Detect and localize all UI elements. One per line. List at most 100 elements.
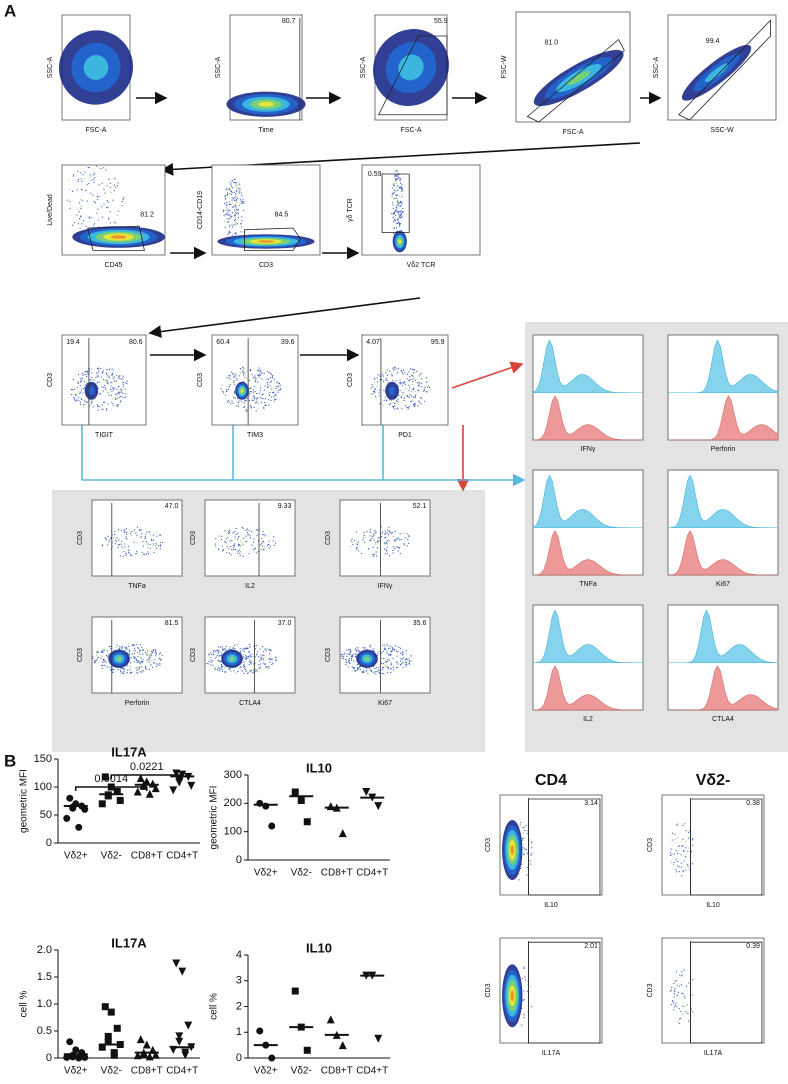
event <box>353 660 355 662</box>
event <box>370 669 372 672</box>
event <box>244 372 246 375</box>
event <box>112 668 114 670</box>
event <box>692 994 694 996</box>
event <box>125 552 127 554</box>
x-axis-label: CTLA4 <box>239 700 261 707</box>
event <box>117 530 119 532</box>
event <box>228 231 230 233</box>
event <box>131 653 133 655</box>
event <box>414 371 416 373</box>
plot-frame <box>204 616 296 694</box>
event <box>388 381 390 383</box>
event <box>119 555 121 557</box>
event <box>682 824 684 826</box>
event <box>382 663 385 665</box>
event <box>398 211 400 213</box>
event <box>523 999 525 1001</box>
event <box>252 397 254 399</box>
event <box>92 657 94 660</box>
event <box>128 653 130 655</box>
event <box>236 404 238 407</box>
event <box>410 660 413 662</box>
event <box>680 1017 682 1019</box>
event <box>238 544 241 546</box>
event <box>235 207 237 209</box>
event <box>104 387 106 389</box>
event <box>234 197 236 199</box>
event <box>413 387 415 389</box>
event <box>399 383 401 385</box>
event <box>242 371 244 373</box>
event <box>82 392 84 394</box>
event <box>124 546 126 548</box>
event <box>374 532 376 534</box>
event <box>235 181 237 184</box>
gate-value: 84.5 <box>275 211 289 218</box>
event <box>244 668 246 670</box>
event <box>522 999 524 1001</box>
event <box>226 532 228 534</box>
event <box>139 662 141 664</box>
event <box>233 380 235 382</box>
event <box>214 657 217 659</box>
event <box>242 201 244 203</box>
event <box>124 646 126 648</box>
event <box>356 646 358 648</box>
arrow <box>148 297 421 338</box>
gate-value: 4.07 <box>366 339 380 346</box>
event <box>103 203 105 205</box>
event <box>107 535 109 537</box>
event <box>262 393 264 395</box>
event <box>143 554 145 556</box>
event <box>116 185 119 187</box>
event <box>86 200 88 202</box>
event <box>118 543 121 546</box>
event <box>80 398 82 400</box>
event <box>141 660 143 662</box>
event <box>388 526 390 528</box>
event <box>407 407 409 409</box>
event <box>389 647 391 649</box>
event <box>141 649 144 651</box>
event <box>259 663 261 665</box>
dot <box>101 773 109 781</box>
event <box>386 650 388 652</box>
event <box>526 990 529 992</box>
event <box>222 648 224 650</box>
x-tick-label: Vδ2+ <box>254 1066 278 1077</box>
event <box>394 175 396 177</box>
dot <box>256 1027 264 1035</box>
event <box>93 662 95 664</box>
event <box>386 374 388 376</box>
y-axis-label: CD3 <box>77 531 84 545</box>
event <box>229 217 231 219</box>
event <box>273 395 275 397</box>
event <box>378 389 381 391</box>
event <box>346 653 348 655</box>
event <box>243 369 245 371</box>
event <box>226 221 229 223</box>
event <box>80 205 82 207</box>
event <box>261 545 264 547</box>
y-axis-label: SSC-A <box>47 56 54 78</box>
event <box>266 648 268 650</box>
event <box>383 672 385 675</box>
event <box>414 405 416 408</box>
event <box>256 534 258 536</box>
event <box>426 380 428 382</box>
dot <box>81 805 89 813</box>
event <box>524 829 526 832</box>
event <box>85 401 87 403</box>
event <box>355 549 357 551</box>
event <box>257 399 259 402</box>
event <box>531 852 533 854</box>
event <box>139 529 141 531</box>
dot <box>72 1046 80 1054</box>
event <box>106 381 108 383</box>
event <box>363 671 365 674</box>
event <box>227 377 229 379</box>
event <box>229 231 231 233</box>
event <box>229 383 231 386</box>
event <box>401 196 403 198</box>
event <box>249 655 251 657</box>
